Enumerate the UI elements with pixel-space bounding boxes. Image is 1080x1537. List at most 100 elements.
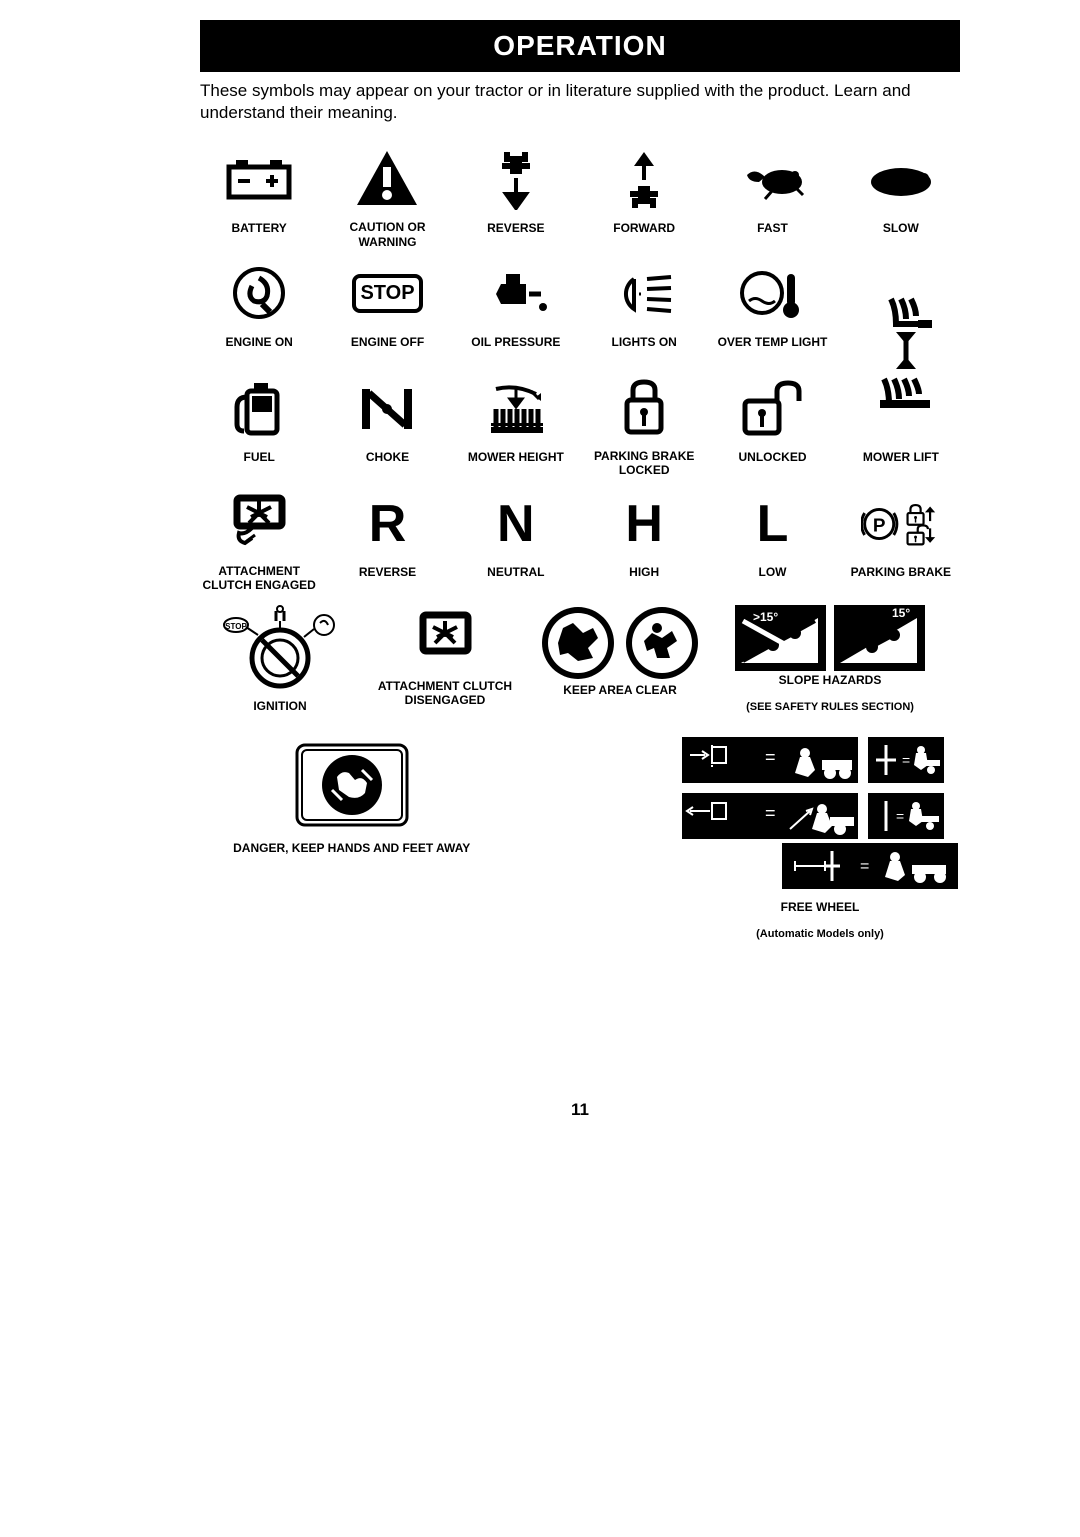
svg-text:=: = (902, 752, 910, 768)
ignition-label: IGNITION (253, 699, 306, 727)
engine-off-label: ENGINE OFF (351, 335, 424, 363)
unlocked-icon (732, 374, 812, 444)
cell-fast: FAST (713, 144, 831, 249)
choke-label: CHOKE (366, 450, 409, 478)
cell-letter-l: L LOW (713, 488, 831, 593)
svg-text:=: = (765, 803, 776, 823)
letter-l: L (757, 494, 789, 554)
cell-ignition: STOP IGNITION (200, 603, 360, 727)
mower-height-label: MOWER HEIGHT (468, 450, 564, 478)
attachment-disengaged-icon (405, 603, 485, 673)
cell-reverse: REVERSE (457, 144, 575, 249)
attachment-disengaged-label: ATTACHMENT CLUTCH DISENGAGED (370, 679, 520, 708)
letter-n-icon: N (476, 489, 556, 559)
cell-lights-on: LIGHTS ON (585, 259, 703, 363)
attachment-engaged-icon (219, 488, 299, 558)
over-temp-icon (732, 259, 812, 329)
letter-h-icon: H (604, 489, 684, 559)
mower-lift-icon (861, 294, 941, 444)
svg-text:STOP: STOP (225, 622, 247, 631)
cell-letter-h: H HIGH (585, 488, 703, 593)
battery-label: BATTERY (231, 221, 286, 249)
forward-icon (604, 145, 684, 215)
cell-slope: >15° 15° SLOPE HAZARDS (SEE SAFETY (720, 603, 940, 727)
cell-danger-hands: DANGER, KEEP HANDS AND FEET AWAY (200, 735, 503, 940)
cell-keep-area: KEEP AREA CLEAR (530, 603, 710, 727)
danger-label: DANGER, KEEP HANDS AND FEET AWAY (233, 841, 470, 869)
stop-text: STOP (352, 274, 422, 313)
forward-label: FORWARD (613, 221, 675, 249)
free-wheel-label: FREE WHEEL (781, 900, 860, 928)
engine-on-icon (219, 259, 299, 329)
cell-engine-on: ENGINE ON (200, 259, 318, 363)
over-temp-label: OVER TEMP LIGHT (718, 335, 828, 363)
free-wheel-icons: = = (680, 735, 960, 841)
letter-l-icon: L (732, 489, 812, 559)
free-wheel-sub: (Automatic Models only) (756, 928, 884, 940)
cell-battery: BATTERY (200, 144, 318, 249)
cell-letter-r: R REVERSE (328, 488, 446, 593)
lights-on-icon (604, 259, 684, 329)
cell-oil-pressure: OIL PRESSURE (457, 259, 575, 363)
choke-icon (347, 374, 427, 444)
high-label: HIGH (629, 565, 659, 593)
svg-text:>15°: >15° (753, 610, 778, 624)
cell-parking-locked: PARKING BRAKE LOCKED (585, 373, 703, 478)
parking-brake-icon: P (861, 489, 941, 559)
intro-text: These symbols may appear on your tractor… (200, 80, 960, 124)
danger-icon (287, 735, 417, 835)
unlocked-label: UNLOCKED (738, 450, 806, 478)
oil-pressure-icon (476, 259, 556, 329)
svg-text:=: = (896, 808, 904, 824)
reverse2-label: REVERSE (359, 565, 416, 593)
cell-fuel: FUEL (200, 373, 318, 478)
page-number: 11 (200, 1100, 960, 1120)
cell-parking-brake: P PARKING BRAKE (842, 488, 960, 593)
slow-icon (861, 145, 941, 215)
header-bar: OPERATION (200, 20, 960, 72)
lights-on-label: LIGHTS ON (611, 335, 676, 363)
neutral-label: NEUTRAL (487, 565, 544, 593)
parking-locked-icon (604, 373, 684, 443)
attachment-engaged-label: ATTACHMENT CLUTCH ENGAGED (200, 564, 318, 593)
svg-text:=: = (765, 747, 776, 767)
caution-icon (347, 144, 427, 214)
cell-mower-height: MOWER HEIGHT (457, 373, 575, 478)
ignition-icon: STOP (220, 603, 340, 693)
mower-lift-label: MOWER LIFT (863, 450, 939, 478)
symbol-grid: BATTERY CAUTION OR WARNING (200, 144, 960, 592)
cell-letter-n: N NEUTRAL (457, 488, 575, 593)
keep-area-label: KEEP AREA CLEAR (563, 683, 677, 711)
slope-icons: >15° 15° (733, 603, 927, 673)
engine-on-label: ENGINE ON (225, 335, 292, 363)
parking-brake-label: PARKING BRAKE (851, 565, 951, 593)
cell-over-temp: OVER TEMP LIGHT (713, 259, 831, 363)
letter-h: H (625, 494, 663, 554)
letter-n: N (497, 494, 535, 554)
cell-attachment-engaged: ATTACHMENT CLUTCH ENGAGED (200, 488, 318, 593)
keep-area-icons (538, 603, 702, 683)
cell-forward: FORWARD (585, 144, 703, 249)
reverse-icon (476, 145, 556, 215)
slope-label: SLOPE HAZARDS (779, 673, 882, 701)
svg-text:P: P (873, 515, 886, 536)
letter-r: R (369, 494, 407, 554)
cell-attachment-disengaged: ATTACHMENT CLUTCH DISENGAGED (370, 603, 520, 727)
fuel-icon (219, 374, 299, 444)
cell-caution: CAUTION OR WARNING (328, 144, 446, 249)
oil-pressure-label: OIL PRESSURE (471, 335, 560, 363)
caution-label: CAUTION OR WARNING (328, 220, 446, 249)
engine-off-icon: STOP (347, 259, 427, 329)
mower-height-icon (476, 374, 556, 444)
letter-r-icon: R (347, 489, 427, 559)
cell-mower-lift-arrow: MOWER LIFT (842, 259, 960, 478)
cell-choke: CHOKE (328, 373, 446, 478)
parking-locked-label: PARKING BRAKE LOCKED (585, 449, 703, 478)
cell-slow: SLOW (842, 144, 960, 249)
page-container: OPERATION These symbols may appear on yo… (0, 0, 1080, 1200)
cell-engine-off: STOP ENGINE OFF (328, 259, 446, 363)
low-label: LOW (758, 565, 786, 593)
svg-text:=: = (860, 858, 869, 875)
battery-icon (219, 145, 299, 215)
row-6: DANGER, KEEP HANDS AND FEET AWAY = (200, 735, 960, 940)
